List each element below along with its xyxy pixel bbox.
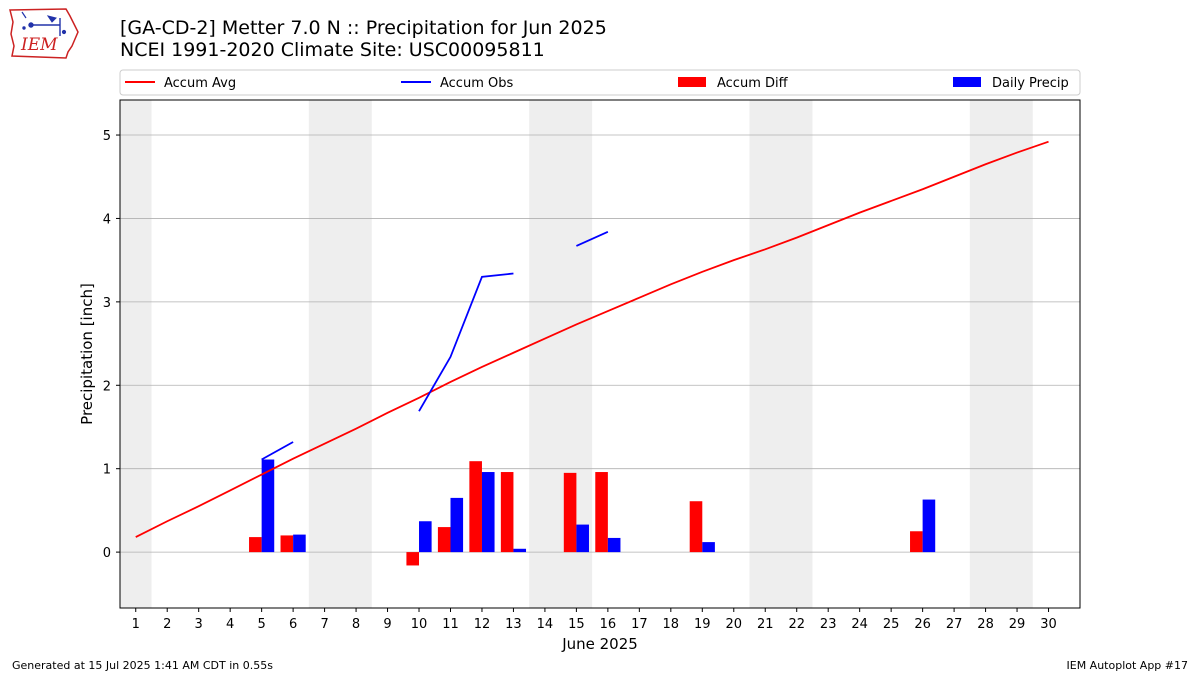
legend-bar-swatch	[953, 77, 981, 87]
x-tick-label: 19	[694, 617, 711, 632]
daily-precip-bar	[922, 499, 936, 553]
accum-diff-bar	[689, 501, 703, 553]
daily-precip-bar	[702, 542, 715, 553]
x-tick-label: 22	[788, 617, 805, 632]
x-tick-label: 10	[411, 617, 428, 632]
x-tick-label: 2	[163, 617, 171, 632]
x-tick-label: 5	[257, 617, 265, 632]
x-tick-label: 9	[383, 617, 391, 632]
daily-precip-bar	[481, 472, 495, 553]
chart-title-line1: [GA-CD-2] Metter 7.0 N :: Precipitation …	[120, 17, 607, 39]
y-tick-label: 0	[103, 546, 111, 561]
x-tick-label: 3	[195, 617, 203, 632]
x-tick-label: 24	[851, 617, 868, 632]
daily-precip-bar	[293, 534, 306, 553]
x-tick-label: 17	[631, 617, 648, 632]
accum-diff-bar	[437, 527, 451, 553]
daily-precip-bar	[576, 524, 589, 553]
y-tick-label: 2	[103, 379, 111, 394]
legend-bar-swatch	[678, 77, 706, 87]
x-tick-label: 26	[914, 617, 931, 632]
iem-logo: IEM	[9, 8, 79, 59]
x-tick-label: 8	[352, 617, 360, 632]
legend-label: Daily Precip	[992, 76, 1069, 91]
accum-diff-bar	[280, 535, 294, 553]
x-tick-label: 6	[289, 617, 297, 632]
x-tick-label: 23	[820, 617, 837, 632]
accum-diff-bar	[563, 472, 577, 553]
accum-avg-line	[135, 140, 1049, 538]
x-tick-label: 4	[226, 617, 234, 632]
x-tick-label: 13	[505, 617, 522, 632]
x-tick-label: 16	[600, 617, 617, 632]
x-tick-label: 14	[537, 617, 554, 632]
x-tick-label: 21	[757, 617, 774, 632]
generated-footer: Generated at 15 Jul 2025 1:41 AM CDT in …	[12, 659, 273, 672]
x-tick-label: 30	[1040, 617, 1057, 632]
accum-obs-line	[418, 272, 514, 412]
legend-box	[119, 69, 1081, 96]
weekend-band	[749, 100, 813, 608]
x-tick-label: 25	[883, 617, 900, 632]
weekend-band	[120, 100, 152, 608]
x-tick-label: 20	[725, 617, 742, 632]
x-tick-label: 29	[1009, 617, 1026, 632]
x-tick-label: 7	[320, 617, 328, 632]
y-axis-label: Precipitation [inch]	[78, 283, 96, 425]
logo-text: IEM	[20, 35, 58, 55]
legend-label: Accum Diff	[717, 76, 789, 91]
y-tick-label: 5	[103, 129, 111, 144]
x-tick-label: 28	[977, 617, 994, 632]
daily-precip-bar	[513, 548, 527, 553]
daily-precip-bar	[450, 497, 464, 553]
weekend-band	[969, 100, 1033, 608]
x-tick-label: 18	[663, 617, 680, 632]
x-tick-label: 1	[132, 617, 140, 632]
legend-label: Accum Avg	[164, 76, 236, 91]
x-tick-label: 12	[474, 617, 491, 632]
weekend-band	[308, 100, 372, 608]
daily-precip-bar	[607, 537, 621, 553]
accum-diff-bar	[910, 531, 923, 553]
x-tick-label: 15	[568, 617, 585, 632]
y-tick-label: 3	[103, 296, 111, 311]
accum-diff-bar	[595, 472, 608, 553]
accum-diff-bar	[500, 472, 514, 553]
plot-frame	[119, 99, 1081, 609]
app-footer: IEM Autoplot App #17	[1066, 659, 1189, 672]
y-tick-label: 1	[103, 463, 111, 478]
weekend-band	[529, 100, 593, 608]
y-tick-label: 4	[103, 212, 111, 227]
legend-label: Accum Obs	[440, 76, 513, 91]
x-axis-label: June 2025	[561, 635, 638, 653]
daily-precip-bar	[419, 521, 432, 553]
x-tick-label: 27	[946, 617, 963, 632]
accum-diff-bar	[469, 461, 482, 553]
accum-obs-line	[261, 441, 294, 461]
accum-diff-bar	[249, 537, 262, 553]
weather-symbols-icon	[21, 11, 67, 36]
accum-diff-bar	[406, 552, 420, 566]
chart-title-line2: NCEI 1991-2020 Climate Site: USC00095811	[120, 39, 545, 61]
x-tick-label: 11	[442, 617, 459, 632]
daily-precip-bar	[261, 459, 275, 553]
iowa-outline-icon	[9, 8, 79, 59]
accum-obs-line	[576, 230, 609, 247]
